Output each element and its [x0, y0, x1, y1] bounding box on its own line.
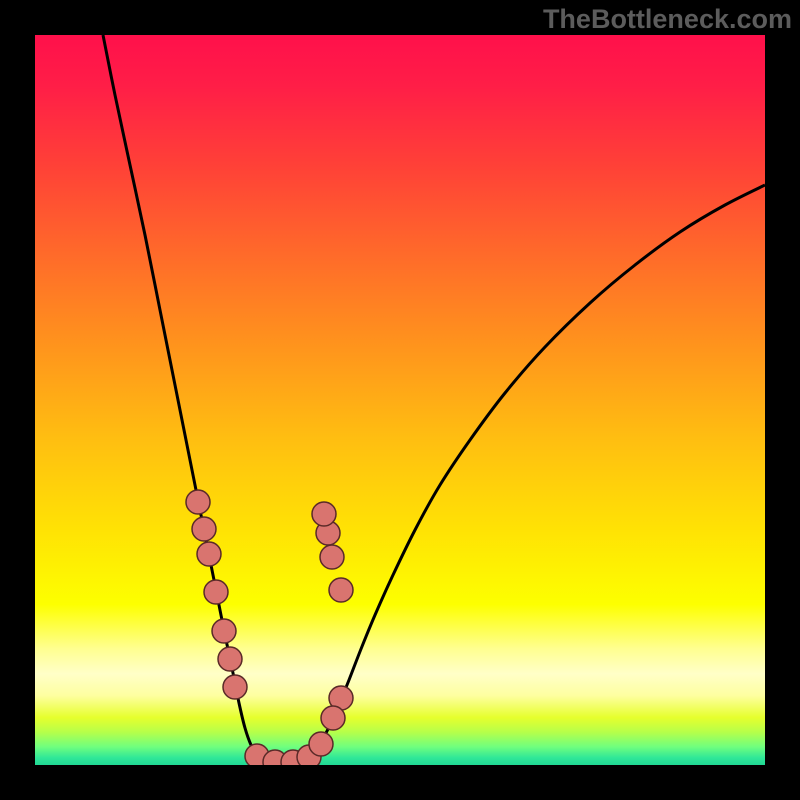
marker-point	[186, 490, 210, 514]
chart-svg	[35, 35, 765, 765]
markers-group	[186, 490, 353, 765]
marker-point	[218, 647, 242, 671]
marker-point	[329, 578, 353, 602]
watermark-text: TheBottleneck.com	[543, 4, 792, 35]
chart-root: TheBottleneck.com	[0, 0, 800, 800]
marker-point	[312, 502, 336, 526]
curve-left-branch	[103, 35, 270, 762]
marker-point	[320, 545, 344, 569]
marker-point	[197, 542, 221, 566]
marker-point	[204, 580, 228, 604]
marker-point	[223, 675, 247, 699]
marker-point	[309, 732, 333, 756]
plot-area	[35, 35, 765, 765]
marker-point	[192, 517, 216, 541]
marker-point	[321, 706, 345, 730]
curve-right-branch	[297, 185, 765, 762]
marker-point	[212, 619, 236, 643]
